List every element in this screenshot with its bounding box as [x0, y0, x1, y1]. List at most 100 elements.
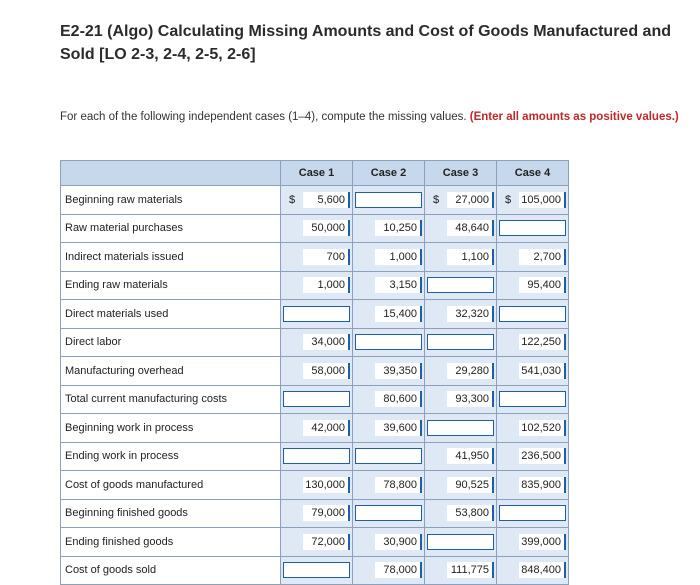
- cell-content: 50,000: [283, 220, 350, 237]
- answer-input[interactable]: [427, 277, 494, 294]
- case-4-cell: 2,700: [496, 242, 569, 272]
- cell-value: 10,250: [375, 220, 422, 237]
- case-4-cell[interactable]: [496, 384, 569, 414]
- answer-input[interactable]: [499, 220, 566, 237]
- cell-content: 3,150: [355, 277, 422, 294]
- case-3-cell[interactable]: [424, 413, 497, 443]
- answer-input[interactable]: [355, 448, 422, 465]
- answer-input[interactable]: [499, 391, 566, 408]
- case-4-cell: 102,520: [496, 413, 569, 443]
- case-4-cell[interactable]: [496, 299, 569, 329]
- case-2-cell[interactable]: [352, 441, 425, 471]
- cell-content: [283, 448, 350, 465]
- cell-value: 72,000: [303, 533, 350, 550]
- cell-value: 848,400: [519, 562, 566, 579]
- case-2-cell[interactable]: [352, 327, 425, 357]
- cell-content: [427, 277, 494, 294]
- case-1-cell[interactable]: [280, 441, 353, 471]
- cell-value: 3,150: [375, 277, 422, 294]
- answer-input[interactable]: [499, 505, 566, 522]
- case-4-cell: 541,030: [496, 356, 569, 386]
- cell-value: 122,250: [519, 334, 566, 351]
- case-2-cell: 15,400: [352, 299, 425, 329]
- case-3-cell: 90,525: [424, 470, 497, 500]
- answer-input[interactable]: [355, 191, 422, 208]
- cell-value: 39,600: [375, 419, 422, 436]
- answer-input[interactable]: [427, 334, 494, 351]
- cell-content: 58,000: [283, 362, 350, 379]
- cell-content: [283, 305, 350, 322]
- currency-symbol: $: [289, 193, 296, 206]
- case-1-cell[interactable]: [280, 555, 353, 585]
- cell-content: [499, 391, 566, 408]
- cell-content: [427, 419, 494, 436]
- row-label: Beginning raw materials: [60, 185, 281, 215]
- answer-input[interactable]: [427, 419, 494, 436]
- cell-value: 41,950: [447, 448, 494, 465]
- cell-content: 78,800: [355, 476, 422, 493]
- case-2-cell: 3,150: [352, 270, 425, 300]
- case-3-cell: 32,320: [424, 299, 497, 329]
- case-3-cell[interactable]: [424, 527, 497, 557]
- table-row: Beginning finished goods 79,000 53,800: [60, 498, 569, 528]
- cell-content: 90,525: [427, 476, 494, 493]
- row-label: Beginning finished goods: [60, 498, 281, 528]
- cell-content: 236,500: [499, 448, 566, 465]
- case-4-cell[interactable]: [496, 213, 569, 243]
- case-4-cell[interactable]: [496, 498, 569, 528]
- cell-content: 79,000: [283, 505, 350, 522]
- case-3-cell[interactable]: [424, 327, 497, 357]
- row-label: Direct materials used: [60, 299, 281, 329]
- cell-value: 399,000: [519, 533, 566, 550]
- cell-content: 39,350: [355, 362, 422, 379]
- cell-content: 42,000: [283, 419, 350, 436]
- page-title: E2-21 (Algo) Calculating Missing Amounts…: [60, 23, 671, 63]
- case-3-cell: 53,800: [424, 498, 497, 528]
- cell-content: [499, 505, 566, 522]
- case-1-cell: 700: [280, 242, 353, 272]
- cell-value: 48,640: [447, 220, 494, 237]
- answer-input[interactable]: [283, 448, 350, 465]
- cell-value: 15,400: [375, 305, 422, 322]
- row-label: Raw material purchases: [60, 213, 281, 243]
- case-2-cell[interactable]: [352, 498, 425, 528]
- case-1-cell[interactable]: [280, 384, 353, 414]
- cell-value: 700: [303, 248, 350, 265]
- cell-content: 78,000: [355, 562, 422, 579]
- case-2-cell[interactable]: [352, 185, 425, 215]
- currency-symbol: $: [505, 193, 512, 206]
- cell-content: [499, 220, 566, 237]
- table-row: Cost of goods manufactured 130,000 78,800 9…: [60, 470, 569, 500]
- cell-content: 122,250: [499, 334, 566, 351]
- cell-content: 30,900: [355, 533, 422, 550]
- answer-input[interactable]: [427, 533, 494, 550]
- row-label: Ending work in process: [60, 441, 281, 471]
- cell-value: 50,000: [303, 220, 350, 237]
- cell-content: $5,600: [283, 191, 350, 208]
- answer-input[interactable]: [355, 505, 422, 522]
- answer-input[interactable]: [499, 305, 566, 322]
- case-1-cell: 1,000: [280, 270, 353, 300]
- answer-input[interactable]: [355, 334, 422, 351]
- answer-input[interactable]: [283, 305, 350, 322]
- row-label: Ending raw materials: [60, 270, 281, 300]
- cell-content: 10,250: [355, 220, 422, 237]
- cell-content: [427, 533, 494, 550]
- cell-content: [355, 505, 422, 522]
- case-1-cell: $5,600: [280, 185, 353, 215]
- answer-input[interactable]: [283, 391, 350, 408]
- cell-value: 27,000: [447, 191, 494, 208]
- case-1-cell: 58,000: [280, 356, 353, 386]
- cell-value: 53,800: [447, 505, 494, 522]
- case-3-cell: 111,775: [424, 555, 497, 585]
- cell-content: 95,400: [499, 277, 566, 294]
- case-3-cell[interactable]: [424, 270, 497, 300]
- cell-content: [283, 562, 350, 579]
- cell-content: 48,640: [427, 220, 494, 237]
- cell-content: [355, 334, 422, 351]
- header-case-1: Case 1: [280, 160, 353, 186]
- cell-value: 1,000: [303, 277, 350, 294]
- case-1-cell[interactable]: [280, 299, 353, 329]
- cell-content: 1,000: [355, 248, 422, 265]
- answer-input[interactable]: [283, 562, 350, 579]
